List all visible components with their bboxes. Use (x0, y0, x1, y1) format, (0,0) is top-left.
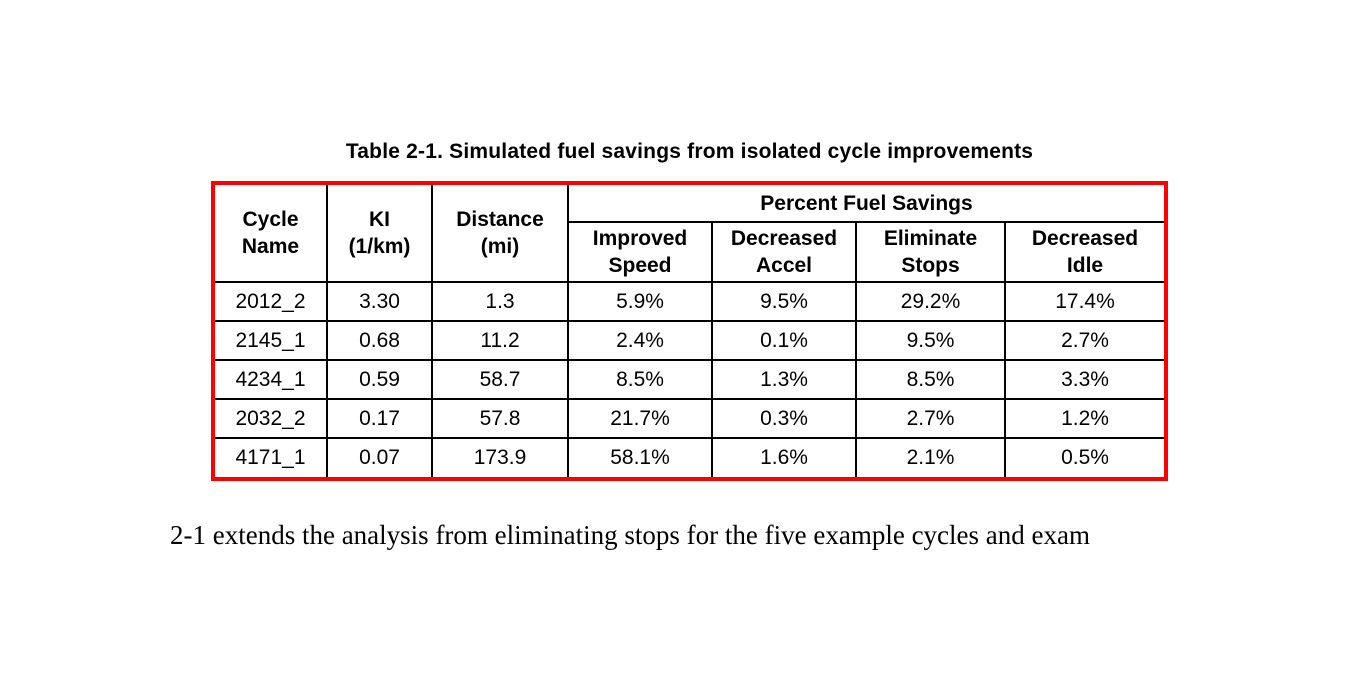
table-row: 2145_1 0.68 11.2 2.4% 0.1% 9.5% 2.7% (215, 321, 1164, 361)
cell-cycle-name: 4171_1 (215, 438, 328, 477)
cell-decreased-accel: 9.5% (712, 282, 857, 322)
table-row: 2012_2 3.30 1.3 5.9% 9.5% 29.2% 17.4% (215, 282, 1164, 322)
fuel-savings-table-grid: Cycle Name KI (1/km) Distance (mi) Perce… (215, 185, 1164, 477)
cell-improved-speed: 5.9% (568, 282, 713, 322)
cell-decreased-accel: 1.3% (712, 360, 857, 400)
cell-cycle-name: 4234_1 (215, 360, 328, 400)
body-paragraph: 2-1 extends the analysis from eliminatin… (170, 520, 1090, 550)
cell-improved-speed: 8.5% (568, 360, 713, 400)
cell-ki: 0.17 (327, 399, 433, 439)
col-header-decreased-idle: Decreased Idle (1005, 222, 1164, 283)
cell-cycle-name: 2032_2 (215, 399, 328, 439)
cell-distance: 58.7 (432, 360, 569, 400)
cell-decreased-accel: 0.1% (712, 321, 857, 361)
table-row: 2032_2 0.17 57.8 21.7% 0.3% 2.7% 1.2% (215, 399, 1164, 439)
cell-ki: 0.07 (327, 438, 433, 477)
col-header-ki: KI (1/km) (327, 185, 433, 283)
cell-distance: 11.2 (432, 321, 569, 361)
cell-decreased-accel: 0.3% (712, 399, 857, 439)
cell-distance: 173.9 (432, 438, 569, 477)
cell-eliminate-stops: 2.1% (856, 438, 1006, 477)
table-row: 4171_1 0.07 173.9 58.1% 1.6% 2.1% 0.5% (215, 438, 1164, 477)
header-row-group: Cycle Name KI (1/km) Distance (mi) Perce… (215, 185, 1164, 283)
cell-eliminate-stops: 8.5% (856, 360, 1006, 400)
cell-ki: 0.68 (327, 321, 433, 361)
cell-decreased-idle: 0.5% (1061, 446, 1109, 469)
cell-improved-speed: 21.7% (568, 399, 713, 439)
cell-decreased-idle: 17.4% (1005, 282, 1164, 322)
cell-cycle-name: 2145_1 (215, 321, 328, 361)
cell-decreased-idle: 3.3% (1005, 360, 1164, 400)
cell-distance: 57.8 (432, 399, 569, 439)
cell-eliminate-stops: 9.5% (856, 321, 1006, 361)
cell-eliminate-stops: 2.7% (856, 399, 1006, 439)
header-row-sub: Improved Speed Decreased Accel Eliminate… (215, 222, 1164, 283)
cell-eliminate-stops: 29.2% (856, 282, 1006, 322)
cell-ki: 3.30 (327, 282, 433, 322)
col-header-eliminate-stops: Eliminate Stops (856, 222, 1006, 283)
col-header-decreased-accel: Decreased Accel (712, 222, 857, 283)
cell-improved-speed: 58.1% (568, 438, 713, 477)
cell-improved-speed: 2.4% (568, 321, 713, 361)
cell-distance: 1.3 (432, 282, 569, 322)
col-header-cycle-name: Cycle Name (215, 185, 328, 283)
cell-decreased-idle: 1.2% (1005, 399, 1164, 439)
cell-decreased-idle: 2.7% (1005, 321, 1164, 361)
col-group-header-percent-fuel-savings: Percent Fuel Savings (568, 185, 1164, 223)
col-header-improved-speed: Improved Speed (568, 222, 713, 283)
cell-cycle-name: 2012_2 (215, 282, 328, 322)
table-caption: Table 2-1. Simulated fuel savings from i… (345, 140, 1034, 163)
cell-ki: 0.59 (327, 360, 433, 400)
col-header-distance: Distance (mi) (432, 185, 569, 283)
table-row: 4234_1 0.59 58.7 8.5% 1.3% 8.5% 3.3% (215, 360, 1164, 400)
fuel-savings-table: Cycle Name KI (1/km) Distance (mi) Perce… (211, 181, 1168, 481)
cell-decreased-accel: 1.6% (712, 438, 857, 477)
